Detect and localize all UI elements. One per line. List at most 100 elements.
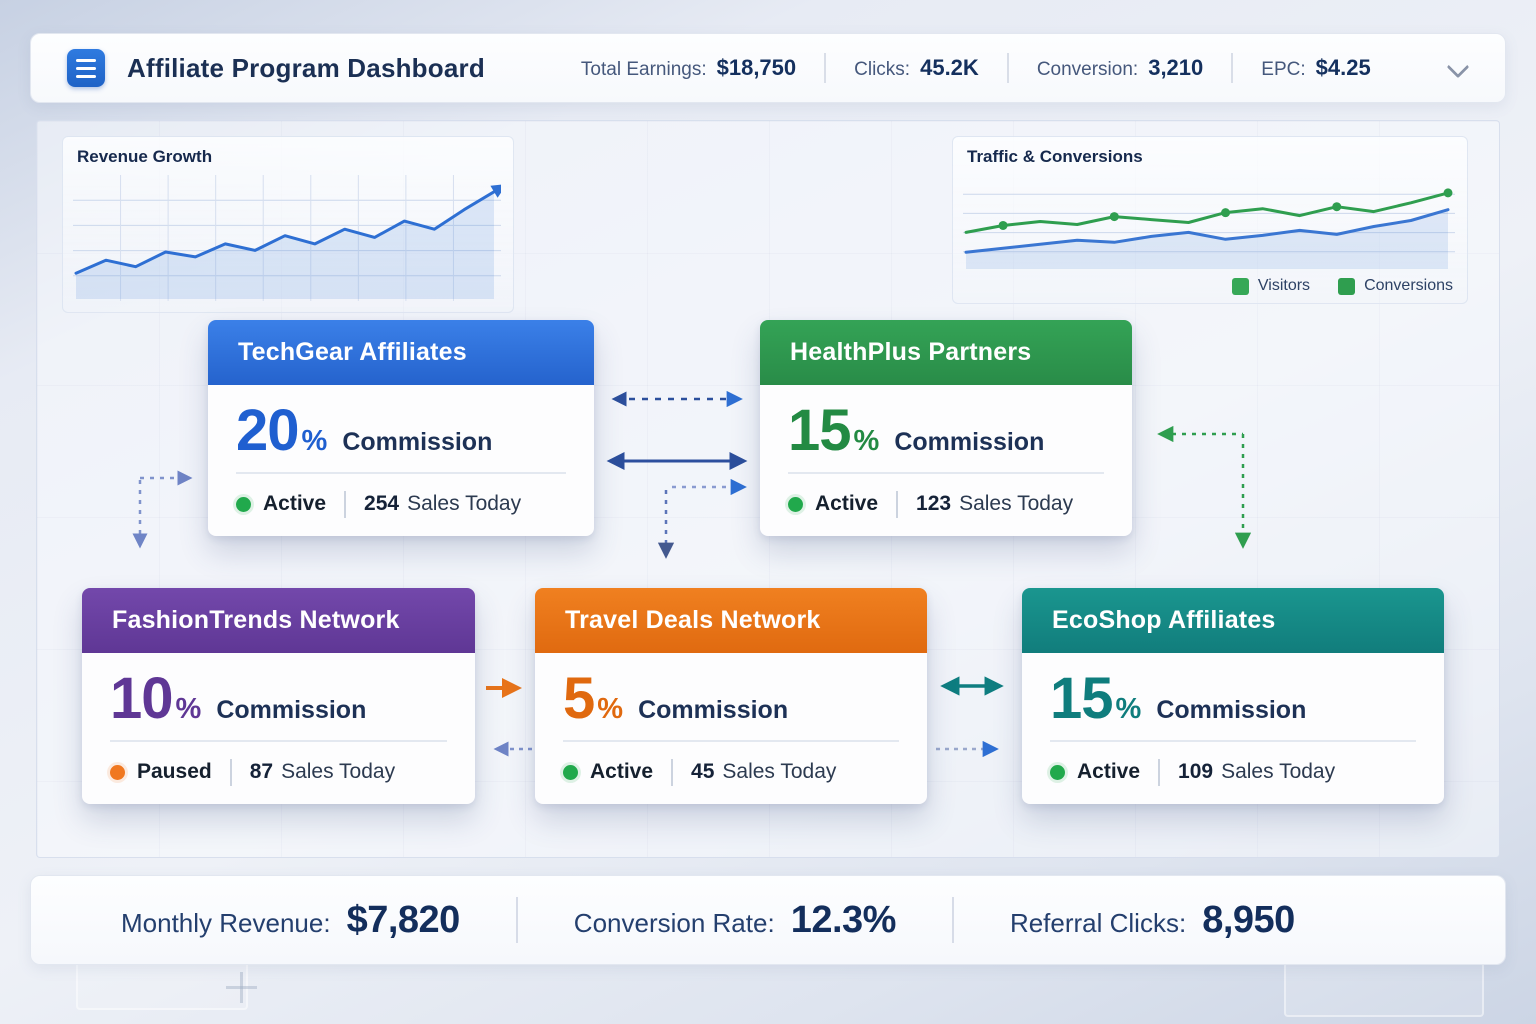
percent-sign: % <box>1115 693 1142 725</box>
footer-stat-monthly-revenue: Monthly Revenue: $7,820 <box>121 899 460 942</box>
status-dot-icon <box>1050 764 1065 780</box>
divider <box>229 758 232 786</box>
chart-title: Traffic & Conversions <box>967 147 1143 166</box>
sales-label: Sales Today <box>959 492 1074 516</box>
stat-label: Conversion: <box>1036 59 1139 80</box>
status-dot-icon <box>563 764 578 780</box>
stat-value: 12.3% <box>790 898 897 941</box>
percent-sign: % <box>853 425 880 457</box>
node-title: TechGear Affiliates <box>208 320 594 385</box>
sales-count: 87 <box>249 760 274 784</box>
node-body: 10 % Commission Paused 87 Sales Today <box>82 653 475 804</box>
node-ecoshop-affiliates[interactable]: EcoShop Affiliates 15 % Commission Activ… <box>1022 588 1444 804</box>
chart-legend: Visitors Conversions <box>1231 277 1453 295</box>
percent-sign: % <box>301 425 328 457</box>
legend-item-visitors: Visitors <box>1231 277 1310 295</box>
sales-label: Sales Today <box>281 760 396 784</box>
traffic-conversions-chart: Traffic & Conversions Visitors Conversio… <box>952 136 1468 304</box>
header-stats: Total Earnings: $18,750 Clicks: 45.2K Co… <box>581 53 1371 83</box>
divider <box>344 490 347 518</box>
chart-title: Revenue Growth <box>77 147 213 166</box>
commission-percent: 15 <box>1050 666 1114 731</box>
footer-stat-conversion-rate: Conversion Rate: 12.3% <box>573 898 897 942</box>
stat-label: EPC: <box>1261 59 1306 80</box>
status-dot-icon <box>110 764 125 780</box>
sales-count: 45 <box>691 760 715 784</box>
node-fashiontrends-network[interactable]: FashionTrends Network 10 % Commission Pa… <box>82 588 475 804</box>
node-title: FashionTrends Network <box>82 588 475 653</box>
commission-percent: 10 <box>110 666 174 731</box>
divider <box>1050 739 1416 742</box>
commission-label: Commission <box>342 428 493 456</box>
visitors-swatch-icon <box>1231 277 1249 295</box>
page-title: Affiliate Program Dashboard <box>127 52 485 83</box>
stat-value: 8,950 <box>1202 898 1295 941</box>
node-healthplus-partners[interactable]: HealthPlus Partners 15 % Commission Acti… <box>760 320 1132 536</box>
divider <box>1231 53 1234 83</box>
conversions-swatch-icon <box>1338 277 1356 295</box>
stat-label: Total Earnings: <box>580 59 707 80</box>
divider <box>110 739 447 742</box>
sales-label: Sales Today <box>1221 760 1336 784</box>
status-label: Active <box>590 760 654 784</box>
status-label: Active <box>1077 760 1141 784</box>
node-body: 5 % Commission Active 45 Sales Today <box>535 653 927 804</box>
ghost-plus-icon <box>226 972 257 1003</box>
stat-value: $7,820 <box>346 898 461 941</box>
percent-sign: % <box>175 693 202 725</box>
stat-label: Referral Clicks: <box>1009 907 1187 938</box>
node-body: 15 % Commission Active 123 Sales Today <box>760 385 1132 536</box>
stat-value: $4.25 <box>1315 55 1371 80</box>
stat-value: 45.2K <box>920 55 979 80</box>
stat-label: Clicks: <box>854 59 911 80</box>
chevron-down-icon[interactable] <box>1447 57 1469 79</box>
stat-value: $18,750 <box>716 55 797 80</box>
footer-stat-referral-clicks: Referral Clicks: 8,950 <box>1010 899 1295 942</box>
divider <box>515 897 518 943</box>
sales-count: 123 <box>916 492 952 516</box>
stat-epc: EPC: $4.25 <box>1261 55 1370 81</box>
divider <box>951 897 954 943</box>
node-title: Travel Deals Network <box>535 588 927 653</box>
commission-label: Commission <box>638 696 789 724</box>
traffic-conversions-plot <box>963 188 1455 269</box>
legend-item-conversions: Conversions <box>1338 277 1453 295</box>
commission-percent: 20 <box>236 398 300 463</box>
stat-clicks: Clicks: 45.2K <box>854 55 979 81</box>
sales-count: 254 <box>364 492 400 516</box>
status-dot-icon <box>236 496 251 512</box>
ghost-shape <box>1284 962 1484 1017</box>
stat-conversion: Conversion: 3,210 <box>1037 55 1203 81</box>
commission-label: Commission <box>1156 696 1307 724</box>
stat-label: Monthly Revenue: <box>121 907 331 938</box>
node-title: EcoShop Affiliates <box>1022 588 1444 653</box>
node-techgear-affiliates[interactable]: TechGear Affiliates 20 % Commission Acti… <box>208 320 594 536</box>
sales-label: Sales Today <box>407 492 522 516</box>
status-label: Paused <box>137 760 212 784</box>
divider <box>1158 758 1161 786</box>
divider <box>896 490 899 518</box>
commission-percent: 5 <box>563 666 595 731</box>
commission-label: Commission <box>894 428 1045 456</box>
status-dot-icon <box>788 496 803 512</box>
percent-sign: % <box>597 693 624 725</box>
footer-stats-bar: Monthly Revenue: $7,820 Conversion Rate:… <box>30 875 1506 965</box>
node-body: 15 % Commission Active 109 Sales Today <box>1022 653 1444 804</box>
sales-count: 109 <box>1178 760 1214 784</box>
divider <box>824 53 827 83</box>
commission-label: Commission <box>216 696 367 724</box>
header-bar: Affiliate Program Dashboard Total Earnin… <box>30 33 1506 103</box>
dashboard-list-icon <box>67 49 105 87</box>
stat-label: Conversion Rate: <box>573 907 775 938</box>
commission-percent: 15 <box>788 398 852 463</box>
revenue-growth-plot <box>73 175 507 301</box>
divider <box>236 471 566 474</box>
status-label: Active <box>263 492 327 516</box>
divider <box>1006 53 1009 83</box>
status-label: Active <box>815 492 879 516</box>
sales-label: Sales Today <box>722 760 837 784</box>
divider <box>563 739 899 742</box>
node-body: 20 % Commission Active 254 Sales Today <box>208 385 594 536</box>
divider <box>671 758 674 786</box>
node-travel-deals-network[interactable]: Travel Deals Network 5 % Commission Acti… <box>535 588 927 804</box>
